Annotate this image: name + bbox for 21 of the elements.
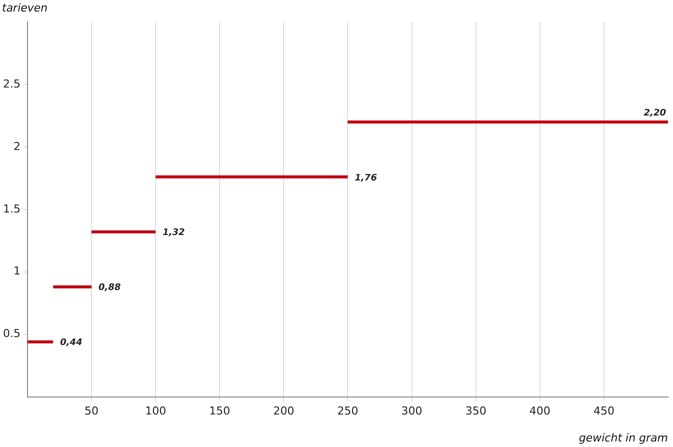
y-tick-label: 0.5	[2, 327, 20, 340]
x-tick-label: 100	[145, 404, 166, 418]
data-label: 1,76	[354, 173, 377, 184]
x-tick-label: 350	[465, 404, 486, 418]
x-tick-label: 150	[209, 404, 230, 418]
x-tick-label: 400	[529, 404, 550, 418]
data-label: 0,88	[98, 283, 121, 294]
x-tick-label: 300	[401, 404, 422, 418]
y-tick-label: 2	[13, 140, 20, 153]
y-tick-label: 1.5	[2, 202, 20, 216]
x-tick-label: 250	[337, 404, 358, 418]
data-label: 0,44	[60, 338, 82, 348]
data-label: 1,32	[162, 228, 185, 238]
y-axis-title: tarieven	[2, 1, 48, 14]
y-tick-label: 1	[13, 264, 20, 278]
x-axis-title: gewicht in gram	[578, 431, 668, 444]
y-tick-label: 2.5	[2, 77, 20, 90]
x-tick-label: 200	[273, 404, 294, 418]
data-label: 2,20	[644, 108, 666, 118]
x-tick-label: 50	[84, 404, 99, 418]
x-tick-label: 450	[593, 404, 614, 418]
